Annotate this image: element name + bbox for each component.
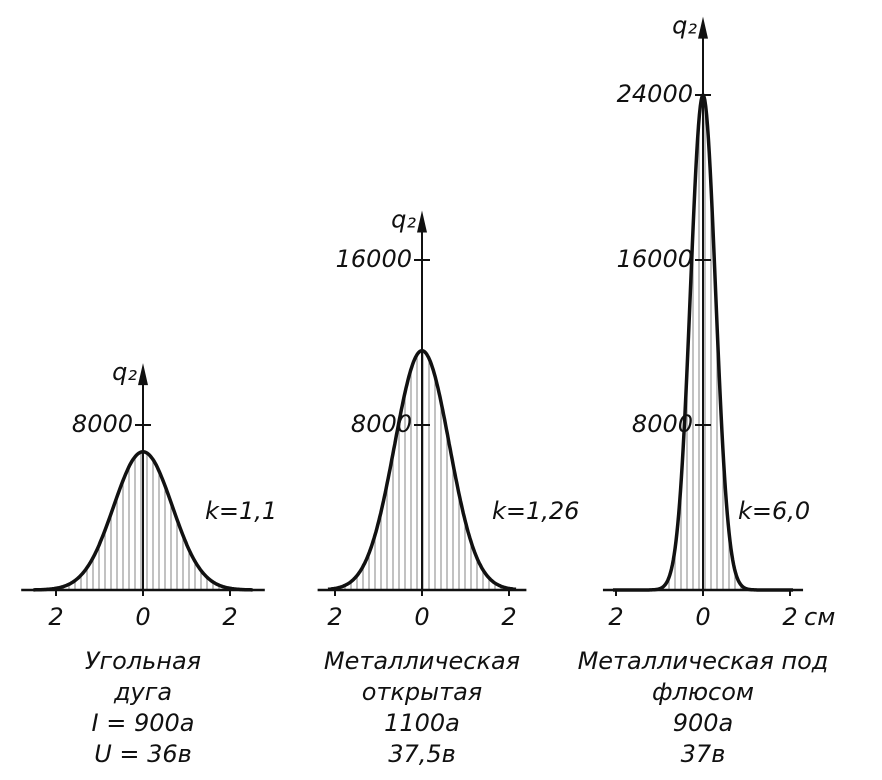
x-tick-label: 0 (414, 603, 429, 631)
y-arrow (417, 210, 427, 233)
caption: 37в (681, 740, 726, 768)
y-axis-label: q₂ (672, 12, 697, 40)
caption: Металлическая под (578, 647, 829, 675)
panel: q₂ 8000 16000 2 0 2 k=1,26 Металлическая открыта… (317, 206, 579, 768)
k-label: k=6,0 (738, 497, 810, 525)
caption: I = 900а (92, 709, 195, 737)
y-arrow (698, 16, 708, 39)
caption: открытая (362, 678, 482, 706)
y-tick-label: 16000 (617, 245, 693, 273)
x-tick-label: 2 (222, 603, 237, 631)
y-tick-label: 16000 (336, 245, 412, 273)
k-label: k=1,1 (205, 497, 277, 525)
x-tick-label: 0 (135, 603, 150, 631)
caption: 1100а (384, 709, 460, 737)
x-tick-label: 0 (695, 603, 710, 631)
x-tick-label: 2 (782, 603, 797, 631)
x-tick-label: 2 (608, 603, 623, 631)
panel: q₂ 8000 2 0 2 k=1,1 Угольная дуга I = 900а U = 36… (21, 358, 277, 768)
x-tick-label: 2 (327, 603, 342, 631)
y-axis-label: q₂ (112, 358, 137, 386)
k-label: k=1,26 (492, 497, 579, 525)
y-tick-label: 24000 (617, 80, 693, 108)
x-tick-label: 2 (48, 603, 63, 631)
caption: 37,5в (388, 740, 456, 768)
y-tick-label: 8000 (632, 410, 693, 438)
caption: дуга (113, 678, 172, 706)
caption: 900а (673, 709, 734, 737)
y-axis-label: q₂ (391, 206, 416, 234)
x-axis-label: см (804, 603, 835, 631)
y-tick-label: 8000 (72, 410, 133, 438)
caption: U = 36в (94, 740, 192, 768)
y-tick-label: 8000 (351, 410, 412, 438)
y-arrow (138, 363, 148, 386)
caption: Металлическая (324, 647, 520, 675)
x-tick-label: 2 (501, 603, 516, 631)
caption: Угольная (85, 647, 201, 675)
caption: флюсом (652, 678, 754, 706)
